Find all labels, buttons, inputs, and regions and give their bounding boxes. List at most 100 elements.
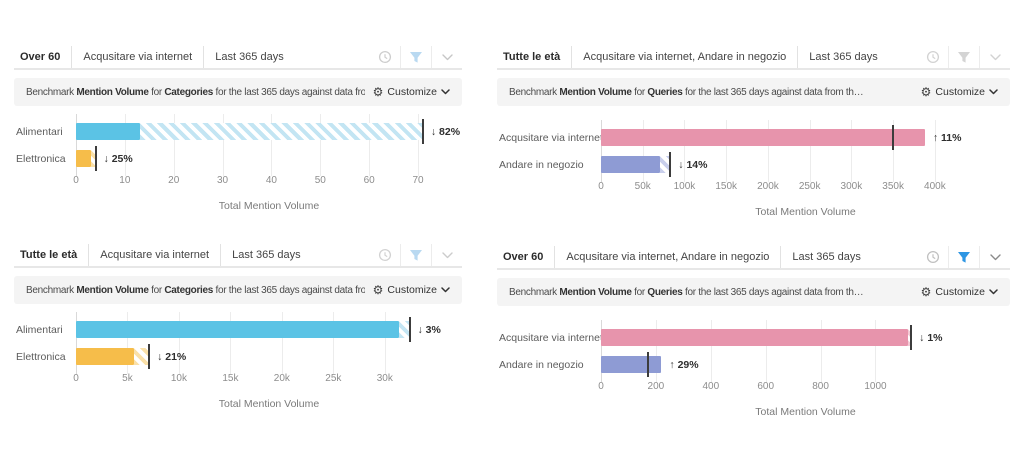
tab-query-filter[interactable]: Acqusitare via internet, Andare in negoz… (572, 46, 799, 68)
bar-row: ↓ 82% (76, 118, 462, 145)
tab-date-range[interactable]: Last 365 days (792, 251, 861, 263)
plot-area: ↓ 82% ↓ 25% 0 10 20 30 40 50 60 70 Total Mention V… (73, 114, 462, 212)
bar-rows: ↑ 11% ↓ 14% (601, 124, 1010, 178)
tab-audience-filter[interactable]: Over 60 (497, 246, 556, 268)
filter-button[interactable] (400, 244, 431, 266)
x-axis-tick-label: 400k (924, 181, 946, 192)
category-label: Andare in negozio (499, 158, 584, 171)
benchmark-description-segment: Benchmark (26, 284, 77, 296)
benchmark-hatch-bar (139, 123, 423, 140)
bar-row: ↓ 25% (76, 145, 462, 172)
mention-volume-bar[interactable] (601, 329, 909, 346)
category-label: Alimentari (16, 125, 63, 138)
collapse-button[interactable] (431, 244, 462, 266)
gear-icon: ⚙ (920, 285, 932, 299)
mention-volume-bar[interactable] (601, 156, 661, 173)
customize-button[interactable]: ⚙ Customize (921, 286, 998, 298)
customize-button[interactable]: ⚙ Customize (921, 86, 998, 98)
customize-button[interactable]: ⚙ Customize (373, 86, 450, 98)
collapse-button[interactable] (979, 46, 1010, 68)
benchmark-description-segment: Benchmark (509, 86, 560, 98)
collapse-button[interactable] (979, 246, 1010, 268)
tab-query-filter[interactable]: Acqusitare via internet (72, 46, 205, 68)
benchmark-description-segment: Mention Volume (559, 286, 632, 298)
clock-icon (926, 50, 940, 64)
benchmark-description: Benchmark Mention Volume for Queries for… (509, 87, 913, 98)
tab-spacer (889, 46, 918, 68)
chevron-down-icon (989, 253, 1001, 260)
x-axis-tick-label: 60 (363, 175, 375, 186)
x-axis-title: Total Mention Volume (755, 406, 856, 418)
benchmark-description-segment: Mention Volume (76, 86, 149, 98)
x-axis-tick-label: 0 (73, 373, 79, 384)
chevron-down-icon (441, 251, 453, 258)
benchmark-description-segment: for the last 365 days against data from … (682, 286, 864, 298)
x-axis-title: Total Mention Volume (755, 206, 856, 218)
panel-tab-bar: Over 60 Acqusitare via internet Last 365 d… (14, 46, 462, 70)
clock-icon (378, 248, 392, 262)
mention-volume-bar[interactable] (601, 356, 662, 373)
filter-button[interactable] (400, 46, 431, 68)
x-axis-tick-label: 0 (73, 175, 79, 186)
tab-date-range[interactable]: Last 365 days (809, 51, 878, 63)
tab-audience-filter[interactable]: Over 60 (14, 46, 73, 68)
benchmark-hatch-bar (908, 329, 912, 346)
collapse-button[interactable] (431, 46, 462, 68)
chart-panel-bottom-left: Tutte le età Acqusitare via internet Last … (14, 244, 462, 410)
tab-date-range[interactable]: Last 365 days (232, 249, 301, 261)
benchmark-description-segment: for (631, 86, 648, 98)
x-axis-tick-label: 250k (798, 181, 821, 192)
history-button[interactable] (370, 46, 400, 68)
change-label: ↓ 1% (919, 331, 943, 344)
benchmark-description: Benchmark Mention Volume for Categories … (26, 285, 365, 296)
tab-query-filter[interactable]: Acqusitare via internet, Andare in negoz… (555, 246, 782, 268)
change-label: ↑ 11% (932, 131, 962, 144)
benchmark-summary-bar: Benchmark Mention Volume for Categories … (14, 78, 462, 106)
y-axis-labels: Acqusitare via internet Andare in negozio (497, 124, 601, 218)
chevron-down-icon (989, 289, 998, 295)
tab-date-range[interactable]: Last 365 days (215, 51, 284, 63)
x-axis-tick-label: 400 (702, 381, 720, 392)
x-axis-tick-label: 50 (314, 175, 326, 186)
category-label: Acqusitare via internet (499, 331, 601, 344)
x-axis-tick-label: 5k (122, 373, 133, 384)
mention-volume-bar[interactable] (76, 348, 134, 365)
x-axis-ticks: 0 5k 10k 15k 20k 25k 30k (73, 373, 462, 387)
history-button[interactable] (370, 244, 400, 266)
x-axis-tick-label: 20 (168, 175, 180, 186)
change-label: ↓ 14% (678, 158, 708, 171)
clock-icon (378, 50, 392, 64)
mention-volume-bar[interactable] (76, 321, 400, 338)
filter-icon (410, 249, 422, 261)
customize-button[interactable]: ⚙ Customize (373, 284, 450, 296)
chevron-down-icon (989, 89, 998, 95)
benchmark-description-segment: for the last 365 days against data from… (215, 86, 365, 98)
bar-row: ↓ 21% (76, 343, 462, 370)
benchmark-description-segment: Benchmark (509, 286, 560, 298)
mention-volume-bar[interactable] (76, 150, 91, 167)
x-axis-tick-label: 50k (634, 181, 651, 192)
category-label: Alimentari (16, 323, 63, 336)
history-button[interactable] (918, 246, 948, 268)
benchmark-hatch-bar (399, 321, 410, 338)
tab-query-filter[interactable]: Acqusitare via internet (89, 244, 222, 266)
change-label: ↓ 21% (157, 350, 187, 363)
tab-audience-filter[interactable]: Tutte le età (497, 46, 573, 68)
category-label: Elettronica (16, 350, 66, 363)
filter-button[interactable] (948, 246, 979, 268)
x-axis-tick-label: 200k (757, 181, 779, 192)
benchmark-summary-bar: Benchmark Mention Volume for Categories … (14, 276, 462, 304)
mention-volume-bar[interactable] (601, 129, 925, 146)
benchmark-description-segment: Mention Volume (559, 86, 632, 98)
x-axis-tick-label: 300k (840, 181, 863, 192)
customize-label: Customize (387, 284, 437, 296)
x-axis-tick-label: 0 (598, 181, 604, 192)
benchmark-description-segment: Categories (164, 284, 214, 296)
gear-icon: ⚙ (372, 283, 384, 297)
history-button[interactable] (918, 46, 948, 68)
bar-rows: ↓ 3% ↓ 21% (76, 316, 462, 370)
filter-button[interactable] (948, 46, 979, 68)
tab-audience-filter[interactable]: Tutte le età (14, 244, 90, 266)
mention-volume-bar[interactable] (76, 123, 140, 140)
tab-spacer (295, 46, 370, 68)
